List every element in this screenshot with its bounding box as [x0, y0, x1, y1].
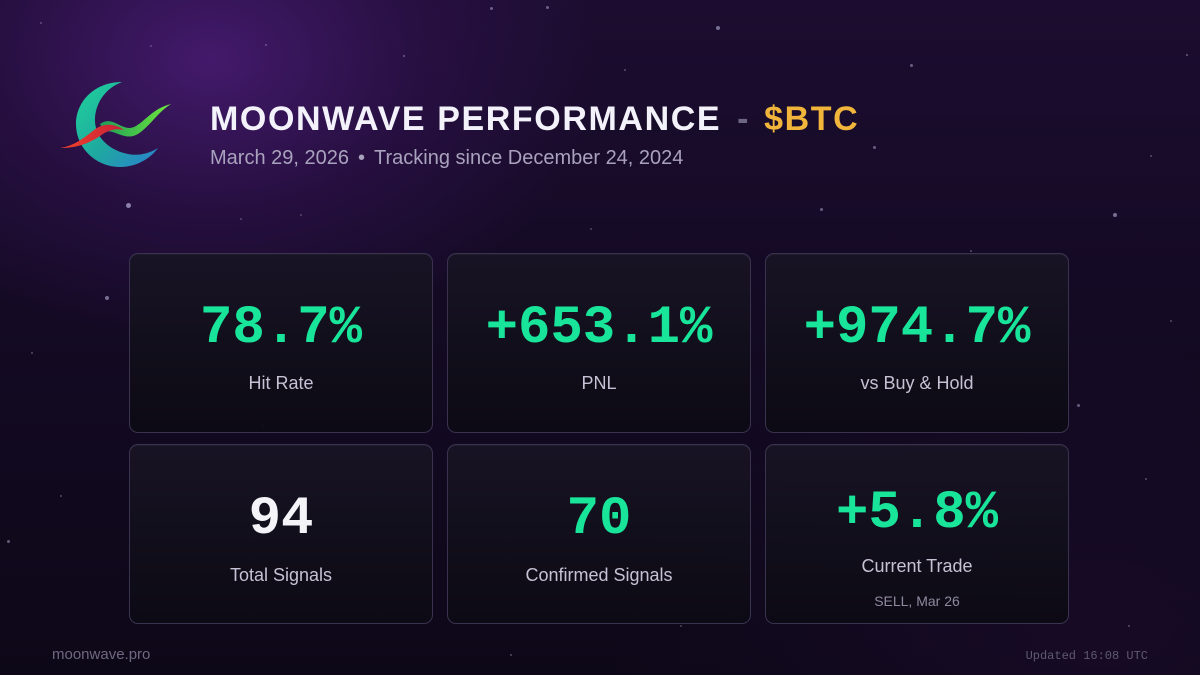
bullet-separator: • [357, 147, 365, 169]
report-date: March 29, 2026 [210, 147, 349, 169]
hit-rate-card: 78.7% Hit Rate [129, 253, 433, 433]
page-subtitle: March 29, 2026 • Tracking since December 2… [210, 147, 683, 170]
vs-buy-hold-card: +974.7% vs Buy & Hold [765, 253, 1069, 433]
hit-rate-value: 78.7% [199, 298, 363, 359]
title-separator: - [737, 100, 751, 138]
pnl-label: PNL [581, 373, 617, 393]
pnl-card: +653.1% PNL [447, 253, 751, 433]
updated-timestamp: Updated 16:08 UTC [1025, 649, 1148, 663]
pnl-value: +653.1% [485, 298, 713, 359]
total-signals-value: 94 [248, 489, 314, 550]
hit-rate-label: Hit Rate [248, 373, 314, 393]
total-signals-label: Total Signals [229, 565, 333, 585]
moonwave-logo-icon [60, 82, 171, 167]
confirmed-signals-value: 70 [566, 489, 632, 550]
current-trade-label: Current Trade [861, 556, 973, 576]
total-signals-card: 94 Total Signals [129, 444, 433, 624]
confirmed-signals-card: 70 Confirmed Signals [447, 444, 751, 624]
vs-buy-hold-label: vs Buy & Hold [860, 373, 974, 393]
confirmed-signals-label: Confirmed Signals [525, 565, 673, 585]
current-trade-value: +5.8% [835, 483, 999, 544]
current-trade-card: +5.8% Current Trade SELL, Mar 26 [765, 444, 1069, 624]
tracking-since: Tracking since December 24, 2024 [374, 147, 684, 169]
current-trade-detail: SELL, Mar 26 [874, 593, 960, 609]
ticker-symbol: $BTC [764, 100, 860, 138]
title-text: MOONWAVE PERFORMANCE [210, 100, 722, 138]
vs-buy-hold-value: +974.7% [803, 298, 1031, 359]
page-title: MOONWAVE PERFORMANCE - $BTC [210, 100, 859, 139]
site-link[interactable]: moonwave.pro [52, 646, 151, 663]
